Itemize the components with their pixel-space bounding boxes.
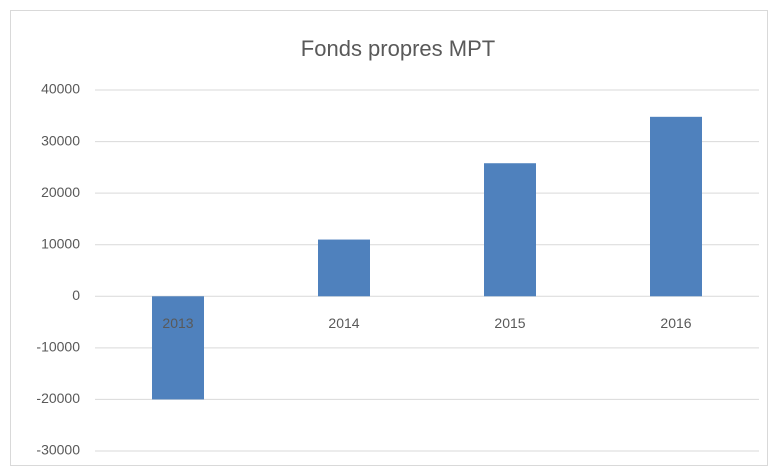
y-tick-label: 0	[72, 287, 80, 303]
x-tick-label: 2014	[328, 315, 359, 331]
bar	[650, 116, 702, 297]
y-tick-label: 10000	[41, 235, 80, 251]
chart-title: Fonds propres MPT	[301, 36, 495, 61]
y-tick-label: 30000	[41, 132, 80, 148]
x-tick-label: 2015	[494, 315, 525, 331]
bar	[152, 296, 204, 400]
y-tick-label: 40000	[41, 81, 80, 97]
chart-border	[10, 10, 768, 466]
y-tick-label: -30000	[36, 442, 80, 458]
bar	[318, 239, 370, 297]
y-tick-label: -10000	[36, 339, 80, 355]
bar	[484, 163, 536, 297]
x-tick-label: 2016	[660, 315, 691, 331]
x-tick-label: 2013	[162, 315, 193, 331]
y-tick-label: 20000	[41, 184, 80, 200]
y-tick-label: -20000	[36, 390, 80, 406]
